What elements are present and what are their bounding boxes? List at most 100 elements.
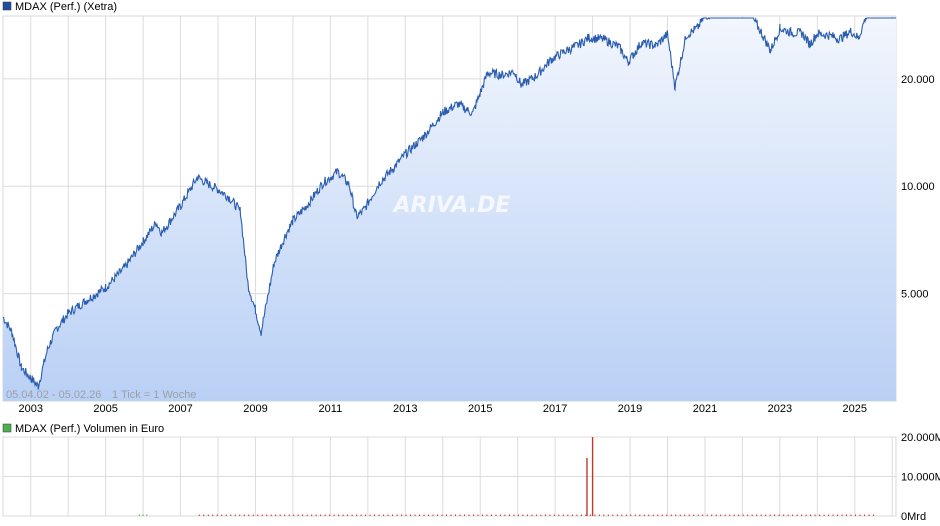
price-point: [828, 35, 829, 36]
price-point: [667, 33, 668, 34]
price-point: [274, 262, 275, 263]
price-point: [86, 299, 87, 300]
tick-interval-label: 1 Tick = 1 Woche: [112, 389, 196, 401]
price-point: [142, 241, 143, 242]
price-point: [536, 75, 537, 76]
price-legend-label: MDAX (Perf.) (Xetra): [15, 1, 117, 13]
volume-legend-label: MDAX (Perf.) Volumen in Euro: [15, 423, 164, 435]
x-tick-label: 2017: [543, 403, 567, 415]
price-point: [487, 72, 488, 73]
watermark: ARIVA.DE: [392, 193, 511, 218]
price-point: [38, 386, 39, 387]
price-point: [791, 32, 792, 33]
price-point: [180, 205, 181, 206]
price-point: [356, 216, 357, 217]
price-point: [641, 42, 642, 43]
x-tick-label: 2003: [18, 403, 42, 415]
x-tick-label: 2005: [93, 403, 117, 415]
price-point: [603, 39, 604, 40]
price-point: [704, 17, 705, 18]
price-point: [56, 328, 57, 329]
price-point: [457, 103, 458, 104]
price-point: [240, 211, 241, 212]
price-point: [779, 28, 780, 29]
y-tick-label: 20.000: [901, 74, 935, 86]
price-point: [393, 167, 394, 168]
vol-y-tick-label: 0Mrd: [901, 511, 926, 523]
price-point: [577, 45, 578, 46]
x-tick-label: 2011: [319, 403, 343, 415]
price-point: [719, 17, 720, 18]
price-point: [260, 332, 261, 333]
price-point: [502, 74, 503, 75]
price-point: [124, 267, 125, 268]
price-point: [229, 197, 230, 198]
x-tick-label: 2013: [393, 403, 417, 415]
price-point: [761, 32, 762, 33]
price-point: [11, 332, 12, 333]
price-point: [884, 17, 885, 18]
price-point: [255, 309, 256, 310]
y-tick-label: 5.000: [901, 289, 929, 301]
price-point: [68, 313, 69, 314]
price-point: [686, 35, 687, 36]
price-point: [513, 71, 514, 72]
x-tick-label: 2007: [168, 403, 192, 415]
price-point: [770, 50, 771, 51]
period-label: 05.04.02 - 05.02.26: [6, 389, 101, 401]
y-tick-label: 10.000: [901, 181, 935, 193]
price-point: [472, 113, 473, 114]
price-point: [802, 33, 803, 34]
price-point: [656, 45, 657, 46]
price-point: [731, 17, 732, 18]
price-point: [285, 234, 286, 235]
price-point: [322, 183, 323, 184]
price-point: [566, 50, 567, 51]
price-legend-swatch: [2, 1, 12, 11]
price-point: [30, 377, 31, 378]
vol-y-tick-label: 20.000M: [901, 432, 940, 444]
price-line: [2, 16, 896, 390]
price-point: [877, 17, 878, 18]
x-tick-label: 2009: [243, 403, 267, 415]
price-point: [197, 177, 198, 178]
x-tick-label: 2023: [768, 403, 792, 415]
x-tick-label: 2015: [468, 403, 492, 415]
x-tick-label: 2021: [693, 403, 717, 415]
price-point: [105, 287, 106, 288]
price-point: [337, 171, 338, 172]
price-point: [618, 46, 619, 47]
price-point: [47, 348, 48, 349]
price-point: [156, 222, 157, 223]
price-point: [161, 232, 162, 233]
price-point: [865, 17, 866, 18]
x-tick-label: 2019: [618, 403, 642, 415]
price-point: [521, 85, 522, 86]
price-point: [206, 183, 207, 184]
price-point: [738, 17, 739, 18]
price-point: [809, 44, 810, 45]
price-point: [749, 17, 750, 18]
price-point: [217, 189, 218, 190]
price-point: [588, 37, 589, 38]
price-point: [405, 154, 406, 155]
price-point: [817, 33, 818, 34]
price-point: [628, 61, 629, 62]
price-point: [850, 31, 851, 32]
price-point: [839, 38, 840, 39]
price-point: [378, 183, 379, 184]
vol-y-tick-label: 10.000M: [901, 472, 940, 484]
price-point: [423, 136, 424, 137]
price-point: [858, 38, 859, 39]
price-point: [551, 59, 552, 60]
price-point: [697, 27, 698, 28]
price-area: [3, 18, 896, 401]
price-point: [247, 284, 248, 285]
price-point: [674, 86, 675, 87]
price-point: [349, 184, 350, 185]
x-tick-label: 2025: [843, 403, 867, 415]
price-point: [292, 220, 293, 221]
price-point: [2, 316, 3, 317]
price-point: [895, 17, 896, 18]
